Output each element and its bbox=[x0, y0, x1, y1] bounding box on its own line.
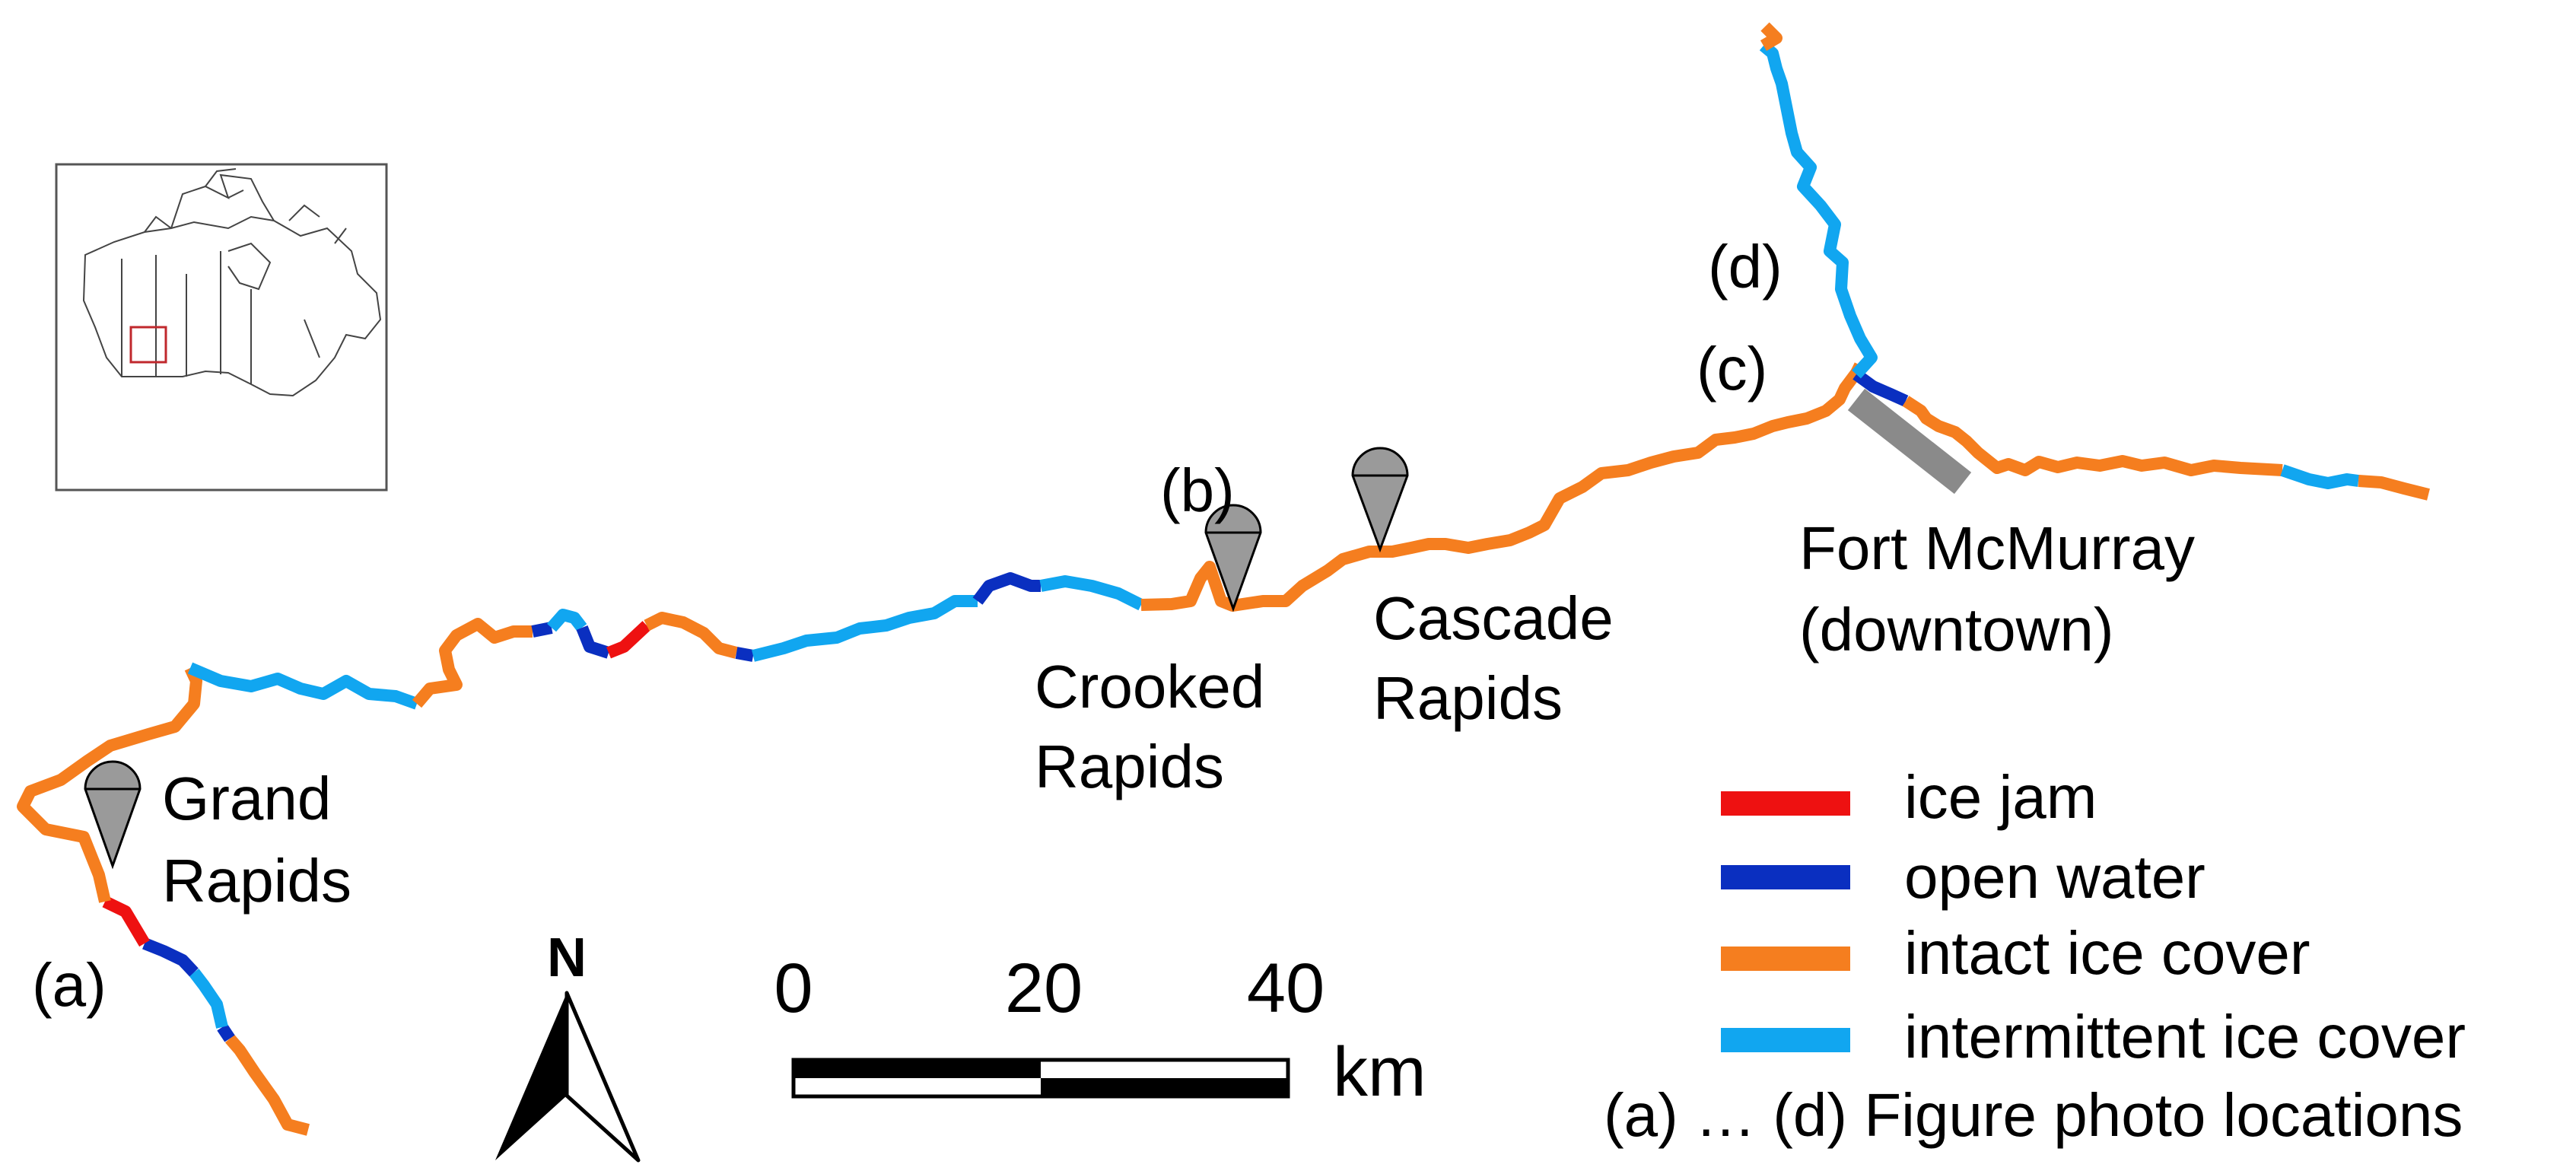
river-segment-open-water bbox=[1852, 369, 1909, 407]
photo-label-b: (b) bbox=[1160, 457, 1235, 524]
river-segment-open-water bbox=[217, 1023, 235, 1042]
river-segment-intermittent-ice-cover bbox=[1759, 40, 1878, 379]
fort-mcmurray-label-line2: (downtown) bbox=[1799, 596, 2114, 663]
river-segment-intact-ice-cover bbox=[412, 618, 533, 708]
photo-label-c: (c) bbox=[1697, 335, 1767, 402]
legend-label-open-water: open water bbox=[1904, 843, 2206, 911]
cascade-rapids-label-line1: Cascade bbox=[1373, 584, 1614, 652]
cascade-rapids-marker-icon bbox=[1351, 447, 1409, 553]
legend-swatch-ice-jam bbox=[1721, 791, 1850, 816]
river-segment-intermittent-ice-cover bbox=[187, 662, 419, 710]
grand-rapids-label-line2: Rapids bbox=[162, 847, 351, 915]
river-segment-intermittent-ice-cover bbox=[189, 969, 228, 1029]
river-segment-intact-ice-cover bbox=[644, 612, 739, 659]
river-segment-open-water bbox=[531, 622, 553, 638]
river-segment-intact-ice-cover bbox=[2358, 475, 2430, 501]
legend: ice jam open water intact ice cover inte… bbox=[1604, 763, 2466, 1149]
crooked-rapids-label-line1: Crooked bbox=[1035, 653, 1264, 721]
river-segment-open-water bbox=[576, 625, 611, 659]
river-segment-open-water bbox=[972, 572, 1041, 605]
scale-unit: km bbox=[1333, 1033, 1426, 1111]
river-segment-intermittent-ice-cover bbox=[752, 595, 978, 662]
inset-map bbox=[55, 163, 388, 492]
north-arrow-icon bbox=[495, 993, 567, 1160]
river-segment-intermittent-ice-cover bbox=[547, 609, 587, 632]
legend-swatch-intact-ice bbox=[1721, 947, 1850, 971]
canada-locator-map-icon bbox=[82, 168, 382, 397]
photo-label-d: (d) bbox=[1708, 233, 1783, 301]
river-segment-intact-ice-cover bbox=[224, 1034, 310, 1136]
scale-bar: 0 20 40 km bbox=[774, 950, 1426, 1111]
river-segment-open-water bbox=[735, 647, 755, 662]
river-segment-intact-ice-cover bbox=[1902, 396, 2283, 476]
study-area-box bbox=[129, 326, 167, 364]
legend-swatch-open-water bbox=[1721, 865, 1850, 889]
grand-rapids-marker-icon bbox=[84, 760, 142, 870]
grand-rapids-label-line1: Grand bbox=[162, 765, 331, 832]
legend-label-ice-jam: ice jam bbox=[1904, 763, 2097, 831]
river-segment-intermittent-ice-cover bbox=[1039, 575, 1144, 611]
legend-photo-note: (a) … (d) Figure photo locations bbox=[1604, 1081, 2463, 1149]
river-segment-intact-ice-cover bbox=[1140, 362, 1866, 612]
legend-swatch-intermittent-ice bbox=[1721, 1028, 1850, 1052]
north-arrow: N bbox=[495, 927, 641, 1163]
crooked-rapids-label-line2: Rapids bbox=[1035, 733, 1224, 800]
scale-tick-0: 0 bbox=[774, 950, 813, 1027]
river-segment-intact-ice-cover bbox=[1760, 22, 1783, 51]
river-segment-intermittent-ice-cover bbox=[2280, 464, 2360, 489]
photo-label-a: (a) bbox=[32, 951, 107, 1019]
river-segment-ice-jam bbox=[102, 896, 150, 947]
river-segment-ice-jam bbox=[606, 621, 651, 659]
legend-label-intermittent-ice: intermittent ice cover bbox=[1904, 1003, 2466, 1071]
athabasca-river bbox=[17, 22, 2430, 1136]
fort-mcmurray-label-line1: Fort McMurray bbox=[1799, 514, 2195, 582]
legend-label-intact-ice: intact ice cover bbox=[1904, 919, 2310, 987]
north-arrow-label: N bbox=[547, 927, 587, 988]
cascade-rapids-label-line2: Rapids bbox=[1373, 664, 1563, 732]
scale-tick-20: 20 bbox=[1005, 950, 1083, 1027]
fort-mcmurray-downtown-area bbox=[1847, 388, 1972, 495]
river-segment-intact-ice-cover bbox=[17, 665, 202, 903]
river-segment-open-water bbox=[142, 937, 199, 977]
crooked-rapids-marker-icon bbox=[1204, 504, 1262, 612]
scale-tick-40: 40 bbox=[1247, 950, 1325, 1027]
